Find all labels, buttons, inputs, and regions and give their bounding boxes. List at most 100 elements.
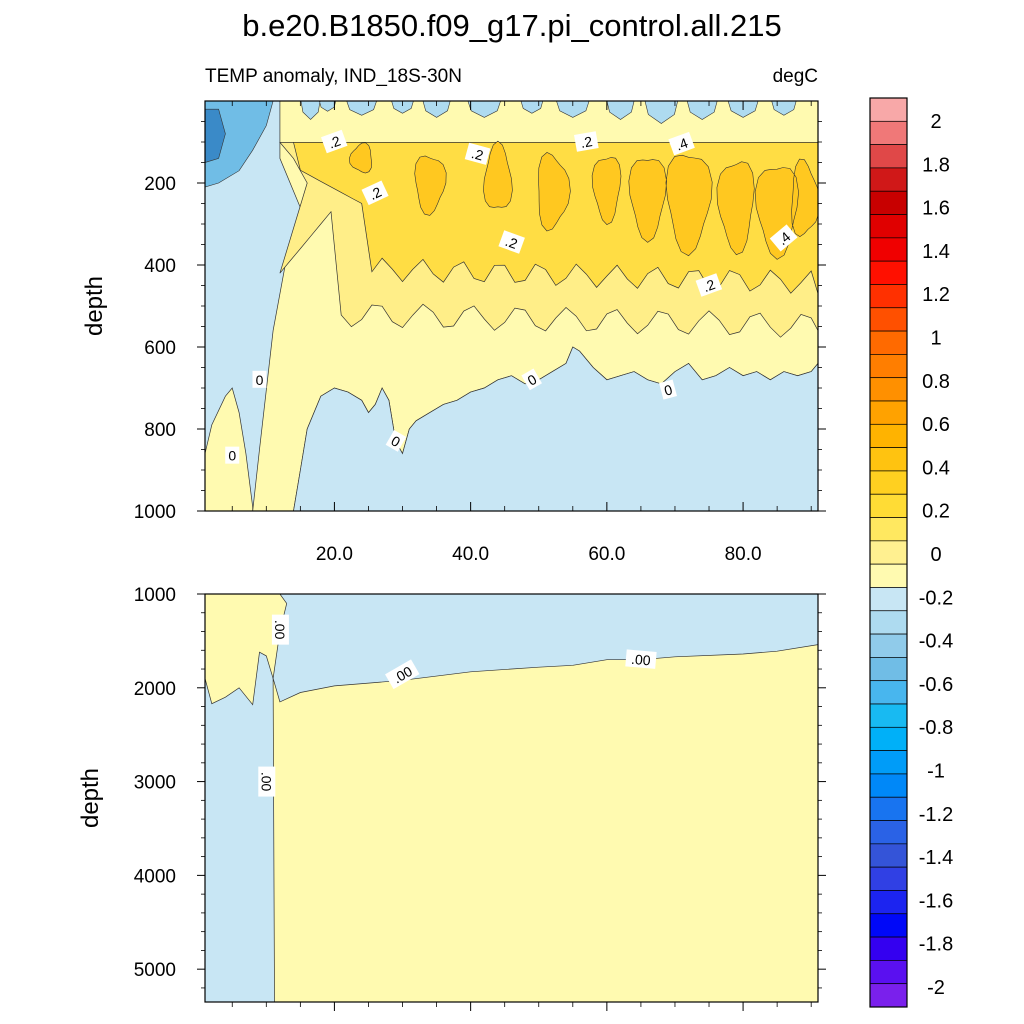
colorbar-swatch [869, 866, 908, 891]
bottom-axis-ticks: 1000 2000 3000 4000 5000 [134, 585, 826, 989]
contour-label-text: .00 [258, 772, 274, 792]
contour-label-bg [659, 379, 677, 400]
top-y-tick-label: 200 [144, 174, 176, 195]
contour-label-text: .00 [631, 651, 652, 669]
colorbar-swatch [869, 144, 908, 169]
colorbar-swatch [869, 610, 908, 635]
colorbar-swatch [869, 936, 908, 961]
contour-label-text: .2 [326, 132, 343, 151]
top-x-tick-label: 40.0 [452, 544, 489, 565]
colorbar-swatch [869, 680, 908, 705]
contour-label-bg [769, 224, 798, 252]
colorbar-label: 0.2 [922, 501, 950, 523]
contour-label-text: .2 [470, 145, 486, 164]
bottom-left-cool-column [205, 651, 275, 1002]
colorbar-swatch [869, 377, 908, 402]
bottom-contour-fill [205, 594, 818, 1002]
bottom-y-tick-label: 2000 [134, 679, 176, 700]
contour-label-text: 0 [662, 381, 674, 399]
contour-label: .2 [574, 131, 599, 152]
colorbar-swatch [869, 796, 908, 821]
bottom-y-axis-label: depth [77, 768, 104, 828]
colorbar-swatch [869, 400, 908, 425]
contour-label-text: .2 [701, 276, 718, 295]
colorbar-swatch [869, 284, 908, 309]
contour-label: .4 [769, 224, 798, 252]
colorbar-swatch [869, 726, 908, 751]
colorbar-swatch [869, 120, 908, 145]
colorbar-label: 0.4 [922, 457, 950, 479]
contour-label: .2 [695, 273, 723, 297]
colorbar-label: 1 [930, 328, 941, 350]
colorbar-label: 2 [930, 111, 941, 133]
top-x-tick-label: 80.0 [725, 544, 762, 565]
colorbar-swatch [869, 587, 908, 612]
colorbar-swatch [869, 447, 908, 472]
contour-label-text: .2 [503, 233, 520, 252]
colorbar-swatch [869, 983, 908, 1008]
contour-label: .00 [258, 766, 276, 797]
top-y-tick-label: 1000 [134, 502, 176, 523]
contour-label-bg [320, 129, 348, 154]
contour-label: 0 [385, 430, 407, 452]
colorbar-label: 1.6 [922, 198, 950, 220]
contour-label-bg [271, 614, 289, 645]
colorbar-swatch [869, 540, 908, 565]
contour-label: 0 [521, 368, 542, 391]
colorbar-swatch [869, 960, 908, 985]
colorbar-label: -0.2 [919, 587, 953, 609]
colorbar-swatch [869, 493, 908, 518]
contour-label-bg [225, 446, 240, 464]
top-x-tick-label: 60.0 [588, 544, 625, 565]
contour-label-bg [361, 180, 389, 206]
top-y-tick-label: 800 [144, 420, 176, 441]
top-panel: 20.0 40.0 60.0 80.0 200 400 600 800 1000 .2 .2 .2.… [81, 100, 826, 1011]
top-contour-labels: .2 .2 .2 .4 .2 .2 .4 .2 0 0 0 0 0 [225, 129, 798, 464]
contour-label-bg [385, 430, 407, 452]
top-axis-ticks: 20.0 40.0 60.0 80.0 200 400 600 800 1000 [134, 101, 826, 1011]
colorbar-swatch [869, 307, 908, 332]
bottom-y-tick-label: 1000 [134, 585, 176, 606]
contour-label: 0 [225, 446, 240, 464]
colorbar-swatch [869, 470, 908, 495]
contour-label: .00 [271, 614, 289, 645]
colorbar-swatch [869, 423, 908, 448]
colorbar: 2 1.8 1.6 1.4 1.2 1 0.8 0.6 0.4 0.2 0 -0.2 -0.4 -0.6 -… [869, 97, 953, 1008]
colorbar-swatch [869, 563, 908, 588]
contour-label: .2 [361, 180, 389, 206]
contour-label-bg [464, 142, 491, 165]
bottom-y-tick-label: 4000 [134, 866, 176, 887]
contour-label: .2 [498, 230, 525, 254]
bottom-plot-frame [204, 593, 819, 1003]
contour-label: 0 [659, 379, 677, 400]
contour-label-bg [498, 230, 525, 254]
contour-label-bg [252, 370, 267, 388]
colorbar-swatch [869, 354, 908, 379]
colorbar-label: 1.8 [922, 154, 950, 176]
chart-title: b.e20.B1850.f09_g17.pi_control.all.215 [242, 8, 782, 43]
top-y-axis-label: depth [81, 276, 108, 336]
bottom-y-tick-label: 5000 [134, 960, 176, 981]
colorbar-swatch [869, 167, 908, 192]
colorbar-frame [869, 97, 908, 1008]
colorbar-label: 1.2 [922, 284, 950, 306]
top-corner-cold-core [205, 108, 226, 163]
contour-label-text: 0 [228, 448, 236, 464]
colorbar-label: -1.2 [919, 804, 953, 826]
contour-label-bg [258, 766, 276, 797]
top-x-tick-label: 20.0 [316, 544, 353, 565]
contour-label-bg [574, 131, 599, 152]
contour-label-bg [625, 649, 657, 669]
colorbar-label: -0.4 [919, 631, 953, 653]
top-warm-band-3 [348, 140, 818, 260]
top-y-tick-label: 400 [144, 256, 176, 277]
contour-label: 0 [252, 370, 267, 388]
chart-subtitle-right: degC [773, 66, 818, 87]
colorbar-swatch [869, 214, 908, 239]
colorbar-label: -2 [927, 977, 945, 999]
colorbar-label: 0.8 [922, 371, 950, 393]
contour-label-bg [521, 368, 542, 391]
colorbar-swatch [869, 517, 908, 542]
